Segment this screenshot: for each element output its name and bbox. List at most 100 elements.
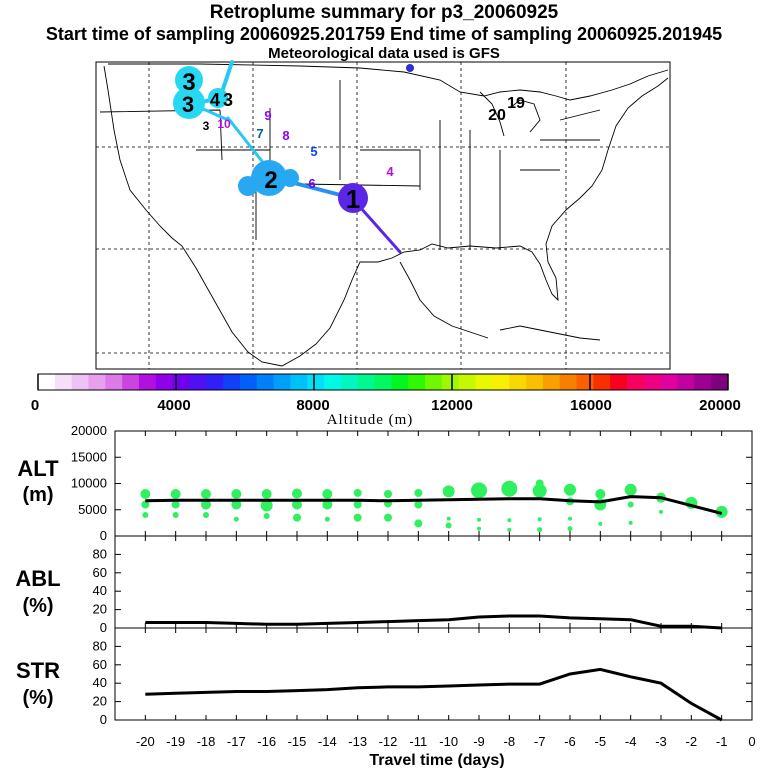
colorbar-swatch <box>88 374 106 390</box>
panel-unit-str: (%) <box>22 687 53 709</box>
colorbar-tick: 20000 <box>699 397 741 414</box>
altitude-point <box>322 489 333 499</box>
map-label: 8 <box>282 128 289 143</box>
altitude-point <box>414 519 423 528</box>
altitude-point <box>477 526 481 531</box>
colorbar-swatch <box>273 374 291 390</box>
colorbar-swatch <box>441 374 460 390</box>
x-tick-label: -15 <box>288 734 307 749</box>
colorbar-swatch <box>643 374 662 390</box>
colorbar-swatch <box>593 374 611 390</box>
altitude-point <box>414 488 423 497</box>
altitude-point <box>627 501 634 508</box>
x-tick-label: -11 <box>409 734 427 749</box>
altitude-point <box>261 489 272 499</box>
altitude-point <box>384 513 392 522</box>
colorbar-swatch <box>576 374 594 390</box>
map-frame: 1 2 3 3 4 3 4 5 6 7 8 9 10 19 20 3 <box>95 60 671 370</box>
altitude-point <box>414 500 423 509</box>
altitude-point <box>477 517 481 522</box>
map-label: 9 <box>264 108 271 123</box>
colorbar-ticklabels: 0 4000 8000 12000 16000 20000 <box>31 397 741 414</box>
altitude-point <box>628 520 633 525</box>
altitude-point <box>201 489 211 499</box>
map-label: 6 <box>308 176 315 191</box>
altitude-point <box>564 483 576 496</box>
colorbar-swatch <box>206 374 224 390</box>
abl-line <box>145 614 722 630</box>
x-tick-label: -12 <box>379 734 398 749</box>
colorbar-swatch <box>475 374 493 390</box>
altitude-point <box>624 483 637 496</box>
met-data-note: Meteorological data used is GFS <box>268 45 500 62</box>
x-tick-label: 0 <box>748 734 755 749</box>
altitude-colorbar <box>37 373 729 391</box>
y-tick-label: 15000 <box>71 449 107 464</box>
colorbar-swatch <box>256 374 275 390</box>
colorbar-swatch <box>711 374 729 390</box>
altitude-point <box>292 488 302 499</box>
panel-label-alt: ALT <box>17 456 59 481</box>
colorbar-swatch <box>172 374 190 390</box>
colorbar-swatch <box>492 374 510 390</box>
map-label: 10 <box>217 117 231 131</box>
altitude-point <box>353 488 362 497</box>
colorbar-swatch <box>324 374 342 390</box>
mean-altitude-line <box>145 495 723 515</box>
panel-label-str: STR <box>16 658 60 683</box>
altitude-point <box>537 517 542 522</box>
altitude-point <box>203 512 209 518</box>
x-tick-label: -8 <box>504 734 516 749</box>
x-tick-label: -4 <box>625 734 637 749</box>
x-tick-label: -3 <box>655 734 667 749</box>
colorbar-swatch <box>105 374 123 390</box>
colorbar-swatch <box>458 374 477 390</box>
x-tick-label: -1 <box>716 734 728 749</box>
y-tick-label: 20 <box>93 602 107 617</box>
altitude-point <box>170 489 181 499</box>
colorbar-swatch <box>38 374 56 390</box>
map-label: 5 <box>310 144 317 159</box>
x-tick-label: -6 <box>564 734 576 749</box>
colorbar-swatch <box>138 374 157 390</box>
panel-frame-alt <box>114 430 753 537</box>
panel-frame-abl <box>114 535 753 629</box>
colorbar-swatch <box>559 374 578 390</box>
colorbar-tick: 4000 <box>157 397 190 414</box>
altitude-point <box>171 500 180 509</box>
map-label: 3 <box>203 119 210 133</box>
colorbar-swatch <box>239 374 258 390</box>
colorbar-swatch <box>677 374 695 390</box>
altitude-point <box>532 483 547 498</box>
plume-blobs <box>173 64 414 213</box>
altitude-point <box>353 513 362 522</box>
altitude-point <box>292 499 302 510</box>
x-tick-label: -10 <box>439 734 458 749</box>
y-tick-label: 40 <box>93 675 107 690</box>
y-tick-label: 40 <box>93 583 107 598</box>
coastlines <box>99 63 669 367</box>
colorbar-swatch <box>542 374 561 390</box>
colorbar-swatch <box>627 374 645 390</box>
map-label: 3 <box>223 90 233 110</box>
map-label: 20 <box>488 107 506 124</box>
y-tick-label: 0 <box>100 528 107 543</box>
colorbar-swatch <box>122 374 140 390</box>
altitude-point <box>442 485 455 498</box>
panel-label-abl: ABL <box>15 566 60 591</box>
colorbar-label: Altitude (m) <box>327 412 414 428</box>
altitude-point <box>353 500 362 509</box>
y-tick-label: 60 <box>93 657 107 672</box>
altitude-point <box>140 489 151 499</box>
map-label: 19 <box>507 95 525 112</box>
altitude-point <box>384 490 392 498</box>
colorbar-swatch <box>694 374 712 390</box>
altitude-point <box>322 499 333 510</box>
colorbar-swatch <box>391 374 409 390</box>
colorbar-swatch <box>660 374 679 390</box>
y-tick-label: 10000 <box>71 476 107 491</box>
y-tick-label: 20 <box>93 694 107 709</box>
map-labels: 1 2 3 3 4 3 4 5 6 7 8 9 10 19 20 3 <box>182 69 525 214</box>
panel-frame-str <box>114 627 753 721</box>
